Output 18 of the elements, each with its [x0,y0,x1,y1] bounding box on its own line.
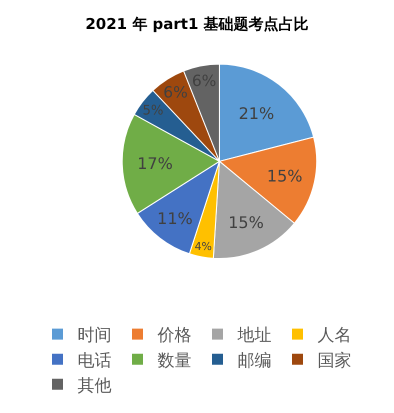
data-label: 17% [137,154,173,173]
data-label: 6% [163,83,188,102]
legend-label: 邮编 [238,350,272,371]
legend-label: 国家 [318,350,352,371]
data-label: 15% [266,166,302,186]
legend-label: 价格 [156,326,192,346]
legend-label: 数量 [158,350,192,371]
data-label: 11% [157,209,193,228]
chart-title: 2021 年 part1 基础题考点占比 [85,15,309,34]
data-label: 15% [228,213,264,232]
data-label: 5% [142,103,164,118]
data-label: 21% [238,104,274,124]
legend-label: 其他 [78,376,112,396]
legend-label: 时间 [78,326,112,346]
legend-label: 地址 [236,326,272,346]
legend-label: 人名 [318,326,352,346]
data-label: 4% [194,240,212,253]
legend-label: 电话 [78,350,112,371]
